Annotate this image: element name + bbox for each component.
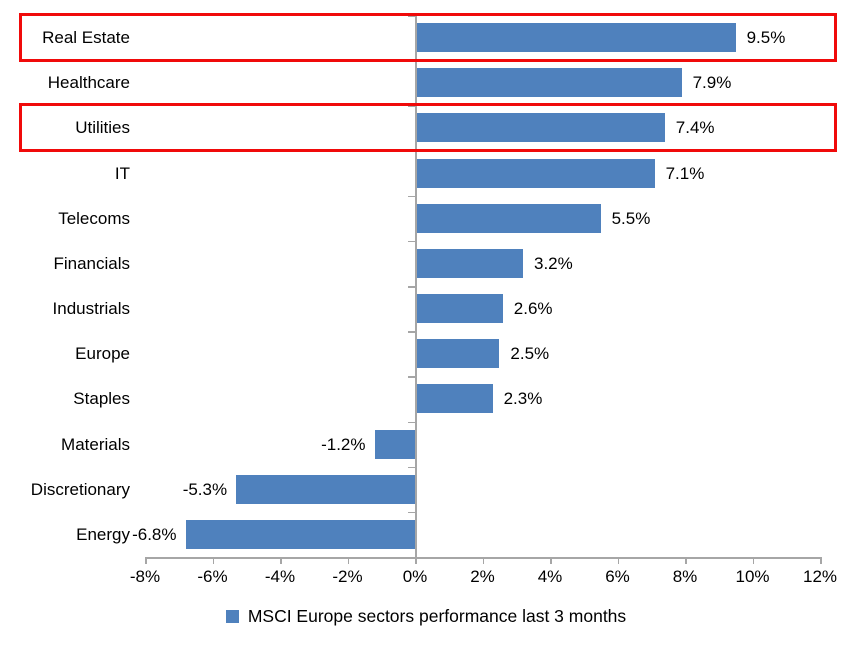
bar-it [415, 158, 655, 188]
bar-healthcare [415, 68, 682, 98]
category-axis-tick [408, 511, 415, 514]
value-label-europe: 2.5% [510, 344, 550, 364]
value-label-telecoms: 5.5% [611, 208, 651, 228]
legend-label: MSCI Europe sectors performance last 3 m… [247, 606, 627, 626]
value-label-discretionary: -5.3% [182, 479, 228, 499]
value-axis-tick [415, 557, 417, 564]
highlight-box-utilities [19, 103, 837, 153]
category-label-europe: Europe [75, 344, 130, 364]
bar-telecoms [415, 203, 601, 233]
value-label-utilities: 7.4% [675, 118, 715, 138]
category-axis-tick [408, 331, 415, 333]
category-label-real-estate: Real Estate [42, 28, 130, 48]
value-label-it: 7.1% [665, 163, 705, 183]
value-label-healthcare: 7.9% [692, 73, 732, 93]
value-axis-tick [212, 557, 214, 564]
bar-europe [415, 339, 500, 369]
value-axis-tick [482, 557, 484, 564]
category-label-healthcare: Healthcare [47, 73, 130, 93]
category-label-industrials: Industrials [52, 299, 130, 319]
category-axis-tick [408, 466, 415, 469]
value-axis-tick [550, 557, 552, 564]
category-label-it: IT [114, 163, 130, 183]
value-axis-tick-label: 6% [605, 567, 630, 586]
value-label-real-estate: 9.5% [746, 28, 786, 48]
category-axis-tick [408, 376, 415, 378]
value-label-staples: 2.3% [503, 389, 543, 409]
category-label-staples: Staples [73, 389, 130, 409]
value-axis-tick-label: 12% [802, 567, 838, 586]
value-axis-tick [820, 557, 822, 564]
category-label-energy: Energy [76, 524, 130, 544]
category-label-materials: Materials [61, 434, 130, 454]
bar-utilities [415, 113, 665, 143]
value-axis-tick-label: 10% [735, 567, 770, 586]
value-label-materials: -1.2% [321, 434, 366, 454]
value-axis-tick-label: -2% [332, 567, 363, 586]
value-axis-tick [145, 557, 147, 564]
category-axis-tick [408, 240, 415, 243]
bar-materials [374, 429, 415, 459]
value-axis-tick [347, 557, 349, 564]
value-axis-tick [685, 557, 687, 564]
value-axis-tick-label: -6% [197, 567, 228, 586]
highlight-box-real-estate [19, 13, 837, 63]
category-axis-tick [408, 421, 415, 423]
value-axis-tick [617, 557, 619, 564]
category-label-financials: Financials [53, 253, 130, 273]
value-axis-tick-label: 8% [672, 567, 698, 586]
bar-financials [415, 248, 523, 278]
value-axis-tick [280, 557, 282, 564]
category-axis-tick [408, 195, 415, 198]
value-axis-tick-label: 2% [470, 567, 495, 586]
value-axis-tick [752, 557, 754, 564]
category-label-discretionary: Discretionary [30, 479, 130, 499]
bar-energy [185, 519, 415, 549]
value-label-financials: 3.2% [534, 253, 573, 273]
chart-legend: MSCI Europe sectors performance last 3 m… [0, 606, 852, 627]
category-label-utilities: Utilities [75, 118, 130, 138]
category-axis-line [415, 15, 417, 557]
value-axis-tick-label: 0% [402, 567, 428, 586]
category-label-telecoms: Telecoms [58, 208, 130, 228]
category-axis-tick [408, 286, 415, 288]
value-axis-tick-label: -8% [129, 567, 161, 586]
value-label-energy: -6.8% [132, 524, 177, 544]
value-axis-tick-label: -4% [264, 567, 296, 586]
bar-discretionary [236, 474, 415, 504]
value-axis-tick-label: 4% [537, 567, 563, 586]
legend-swatch-icon [225, 610, 239, 623]
bar-industrials [415, 294, 503, 324]
value-label-industrials: 2.6% [513, 299, 553, 319]
bar-real-estate [415, 23, 736, 53]
bar-staples [415, 384, 493, 414]
